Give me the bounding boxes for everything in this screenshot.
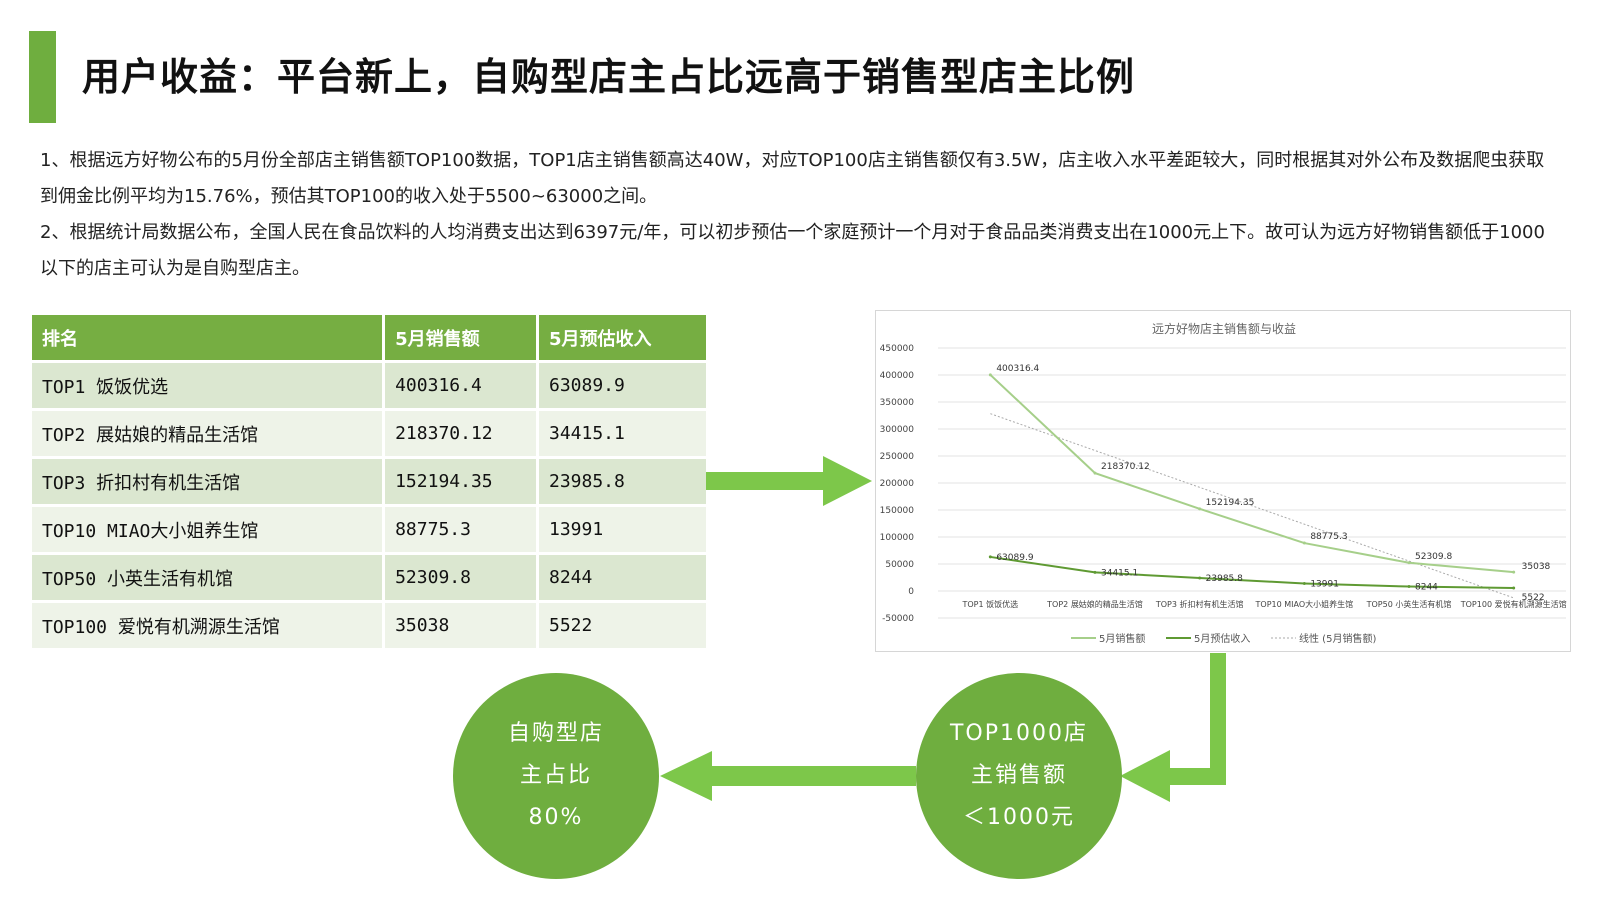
x-tick-label: TOP1 饭饭优选	[962, 599, 1019, 609]
header-sales: 5月销售额	[385, 315, 536, 360]
y-tick-label: 50000	[885, 560, 914, 570]
data-point	[1198, 507, 1202, 511]
cell-sales: 52309.8	[385, 555, 536, 600]
cell-income: 63089.9	[538, 363, 706, 408]
cell-income: 5522	[538, 603, 706, 648]
cell-income: 8244	[538, 555, 706, 600]
x-tick-label: TOP2 展姑娘的精品生活馆	[1046, 599, 1143, 609]
self-purchase-ratio-circle: 自购型店 主占比 80%	[453, 673, 659, 879]
data-point	[1302, 541, 1306, 545]
data-label: 88775.3	[1310, 532, 1347, 542]
data-point	[1198, 576, 1202, 580]
y-tick-label: 250000	[880, 452, 915, 462]
circle-line: TOP1000店	[949, 721, 1088, 746]
y-tick-label: 400000	[880, 371, 915, 381]
legend-sales: 5月销售额	[1099, 632, 1145, 645]
y-tick-label: 150000	[880, 506, 915, 516]
cell-rank: TOP10 MIAO大小姐养生馆	[32, 507, 383, 552]
cell-sales: 35038	[385, 603, 536, 648]
arrow-down-left-icon	[1120, 653, 1226, 802]
data-point	[1302, 581, 1306, 585]
sales-income-chart: 远方好物店主销售额与收益 450000 400000 350000 300000 250…	[875, 310, 1571, 652]
header-rank: 排名	[32, 315, 383, 360]
x-tick-label: TOP3 折扣村有机生活馆	[1155, 599, 1244, 609]
data-label: 13991	[1310, 579, 1339, 589]
legend-income: 5月预估收入	[1194, 632, 1250, 645]
cell-rank: TOP100 爱悦有机溯源生活馆	[32, 603, 383, 648]
x-tick-label: TOP10 MIAO大小姐养生馆	[1255, 599, 1354, 609]
table-header-row: 排名 5月销售额 5月预估收入	[32, 315, 706, 360]
cell-rank: TOP1 饭饭优选	[32, 363, 383, 408]
y-tick-label: 300000	[880, 425, 915, 435]
data-label: 35038	[1522, 562, 1551, 572]
data-label: 400316.4	[996, 364, 1039, 374]
data-point	[1407, 585, 1411, 589]
cell-rank: TOP3 折扣村有机生活馆	[32, 459, 383, 504]
data-label: 218370.12	[1101, 462, 1150, 472]
data-point	[1093, 471, 1097, 475]
cell-income: 13991	[538, 507, 706, 552]
legend-trend: 线性 (5月销售额)	[1299, 632, 1376, 645]
arrow-right-icon	[706, 456, 872, 506]
cell-sales: 88775.3	[385, 507, 536, 552]
cell-income: 34415.1	[538, 411, 706, 456]
data-label: 23985.8	[1206, 574, 1243, 584]
trendline	[990, 413, 1514, 599]
data-point	[988, 555, 992, 559]
data-point	[1512, 570, 1516, 574]
data-point	[1512, 586, 1516, 590]
x-tick-label: TOP50 小英生活有机馆	[1366, 599, 1452, 609]
data-label: 34415.1	[1101, 568, 1138, 578]
circle-line: 主占比	[519, 763, 592, 788]
data-label: 8244	[1415, 583, 1438, 593]
paragraph-2: 2、根据统计局数据公布，全国人民在食品饮料的人均消费支出达到6397元/年，可以…	[40, 222, 1545, 279]
data-label: 5522	[1522, 593, 1545, 603]
chart-title: 远方好物店主销售额与收益	[1152, 321, 1296, 336]
series-line	[989, 374, 1514, 574]
y-tick-label: 200000	[880, 479, 915, 489]
y-tick-label: 0	[908, 587, 914, 597]
data-point	[1093, 570, 1097, 574]
title-accent-bar	[29, 31, 56, 123]
table-row: TOP100 爱悦有机溯源生活馆 35038 5522	[32, 603, 706, 648]
cell-income: 23985.8	[538, 459, 706, 504]
circle-line: 80%	[528, 805, 584, 830]
paragraph-1: 1、根据远方好物公布的5月份全部店主销售额TOP100数据，TOP1店主销售额高…	[40, 150, 1545, 207]
y-tick-label: 100000	[880, 533, 915, 543]
circle-line: 主销售额	[970, 763, 1067, 788]
data-label: 152194.35	[1206, 498, 1255, 508]
data-point	[988, 373, 992, 377]
chart-svg: 远方好物店主销售额与收益 450000 400000 350000 300000 250…	[880, 321, 1567, 645]
page-title: 用户收益：平台新上，自购型店主占比远高于销售型店主比例	[82, 55, 1136, 99]
cell-rank: TOP50 小英生活有机馆	[32, 555, 383, 600]
cell-sales: 218370.12	[385, 411, 536, 456]
table-row: TOP1 饭饭优选 400316.4 63089.9	[32, 363, 706, 408]
y-tick-label: 450000	[880, 344, 915, 354]
ranking-table: 排名 5月销售额 5月预估收入 TOP1 饭饭优选 400316.4 63089…	[29, 312, 709, 651]
x-tick-label: TOP100 爱悦有机溯源生活馆	[1460, 599, 1567, 609]
series-line	[990, 555, 1514, 590]
data-label: 52309.8	[1415, 552, 1452, 562]
arrow-left-icon	[660, 751, 916, 801]
table-row: TOP2 展姑娘的精品生活馆 218370.12 34415.1	[32, 411, 706, 456]
table-row: TOP50 小英生活有机馆 52309.8 8244	[32, 555, 706, 600]
table-row: TOP10 MIAO大小姐养生馆 88775.3 13991	[32, 507, 706, 552]
y-tick-label: -50000	[882, 614, 914, 624]
cell-rank: TOP2 展姑娘的精品生活馆	[32, 411, 383, 456]
circle-line: ＜1000元	[963, 805, 1075, 830]
data-point	[1407, 561, 1411, 565]
header-income: 5月预估收入	[538, 315, 706, 360]
top1000-sales-circle: TOP1000店 主销售额 ＜1000元	[916, 673, 1122, 879]
cell-sales: 152194.35	[385, 459, 536, 504]
cell-sales: 400316.4	[385, 363, 536, 408]
data-label: 63089.9	[996, 553, 1033, 563]
table-row: TOP3 折扣村有机生活馆 152194.35 23985.8	[32, 459, 706, 504]
circle-line: 自购型店	[507, 721, 604, 746]
chart-legend: 5月销售额 5月预估收入 线性 (5月销售额)	[1071, 632, 1376, 645]
y-tick-label: 350000	[880, 398, 915, 408]
